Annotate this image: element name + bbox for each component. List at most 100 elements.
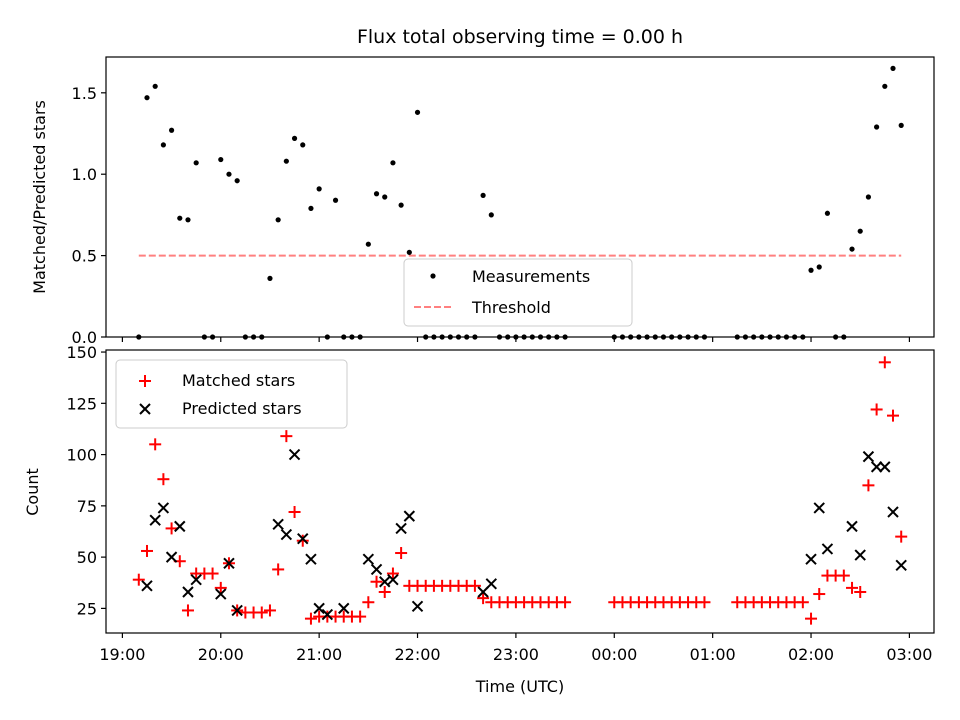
matched-star-point — [386, 567, 399, 580]
matched-star-point — [854, 585, 867, 598]
y-tick-label: 1.5 — [72, 84, 97, 103]
matched-star-point — [468, 579, 481, 592]
top-x-ticks — [121, 337, 911, 342]
matched-star-point — [870, 403, 883, 416]
matched-star-point — [895, 530, 908, 543]
predicted-star-point — [149, 514, 161, 526]
matched-star-point — [837, 569, 850, 582]
matched-star-point — [140, 544, 153, 557]
top-legend: Measurements Threshold — [403, 258, 633, 327]
measurement-point — [226, 171, 232, 177]
measurement-point — [283, 158, 289, 164]
measurement-point — [849, 246, 855, 252]
y-tick-label: 25 — [77, 599, 97, 618]
predicted-star-point — [370, 563, 383, 576]
measurement-point — [414, 109, 421, 115]
predicted-star-point — [395, 522, 407, 535]
matched-star-point — [255, 606, 268, 619]
matched-star-point — [796, 596, 809, 609]
predicted-star-point — [821, 543, 834, 555]
measurement-point — [882, 83, 888, 89]
predicted-star-point — [288, 448, 301, 461]
y-tick-label: 100 — [66, 446, 97, 465]
measurement-point — [488, 212, 494, 218]
matched-star-point — [165, 522, 178, 535]
x-tick-label: 20:00 — [198, 645, 244, 664]
x-tick-label: 03:00 — [886, 645, 932, 664]
measurement-point — [373, 191, 380, 197]
matched-star-point — [132, 573, 145, 586]
predicted-star-point — [280, 528, 293, 541]
predicted-star-point — [846, 520, 858, 533]
predicted-star-point — [190, 573, 202, 586]
predicted-star-point — [362, 553, 375, 565]
predicted-star-point — [272, 518, 284, 531]
matched-star-point — [206, 567, 219, 580]
measurement-point — [218, 156, 224, 163]
matched-star-point — [370, 575, 383, 588]
measurement-point — [890, 65, 896, 71]
legend-matched-marker — [139, 375, 151, 387]
matched-star-point — [263, 604, 276, 617]
matched-star-point — [477, 592, 490, 605]
legend-matched-label: Matched stars — [182, 371, 295, 390]
top-y-ticks: 0.0 0.5 1.0 1.5 — [72, 84, 106, 347]
bottom-y-axis-label: Count — [23, 468, 42, 516]
matched-star-point — [354, 610, 367, 623]
predicted-star-point — [411, 600, 424, 613]
measurement-point — [857, 228, 863, 234]
predicted-star-point — [157, 502, 170, 514]
matched-star-point — [214, 581, 227, 594]
matched-star-point — [862, 479, 875, 492]
matched-star-point — [296, 534, 309, 547]
predicted-star-point — [895, 559, 907, 572]
matched-star-point — [272, 563, 285, 576]
measurement-point — [816, 264, 822, 270]
measurement-point — [144, 95, 150, 101]
predicted-star-point — [141, 580, 153, 592]
y-tick-label: 0.0 — [72, 328, 97, 347]
x-tick-label: 02:00 — [788, 645, 834, 664]
matched-star-point — [149, 438, 162, 451]
top-panel: Flux total observing time = 0.00 h Match… — [30, 26, 935, 347]
x-tick-label: 00:00 — [591, 645, 637, 664]
measurement-point — [406, 249, 412, 255]
matched-star-point — [288, 506, 301, 519]
matched-star-point — [813, 588, 826, 601]
measurement-point — [332, 197, 339, 203]
predicted-star-point — [182, 586, 194, 598]
x-tick-label: 21:00 — [296, 645, 342, 664]
measurement-point — [275, 217, 281, 223]
predicted-star-point — [870, 461, 883, 473]
legend-predicted-label: Predicted stars — [182, 399, 302, 418]
measurement-point — [382, 194, 388, 200]
predicted-star-point — [297, 532, 309, 545]
predicted-star-point — [879, 461, 891, 473]
matched-star-point — [698, 596, 711, 609]
measurement-point — [865, 194, 872, 200]
bottom-legend-box — [115, 359, 348, 429]
predicted-star-point — [887, 506, 899, 518]
matched-star-point — [395, 547, 408, 560]
y-tick-label: 125 — [66, 394, 97, 413]
predicted-star-point — [313, 602, 325, 615]
measurement-point — [267, 275, 273, 281]
matched-star-point — [362, 596, 375, 609]
measurement-point — [480, 192, 486, 198]
y-tick-label: 150 — [66, 343, 97, 362]
measurement-point — [152, 83, 158, 89]
measurement-point — [177, 215, 183, 221]
predicted-star-point — [174, 520, 186, 533]
y-tick-label: 0.5 — [72, 247, 97, 266]
predicted-star-point — [485, 578, 498, 590]
measurement-point — [898, 122, 904, 128]
measurement-point — [300, 142, 306, 148]
predicted-star-point — [387, 573, 399, 586]
predicted-star-point — [223, 557, 235, 569]
matched-stars-points — [132, 356, 908, 625]
predicted-star-point — [403, 510, 416, 522]
predicted-star-point — [321, 608, 334, 621]
measurement-point — [365, 241, 371, 247]
measurement-point — [308, 205, 314, 211]
